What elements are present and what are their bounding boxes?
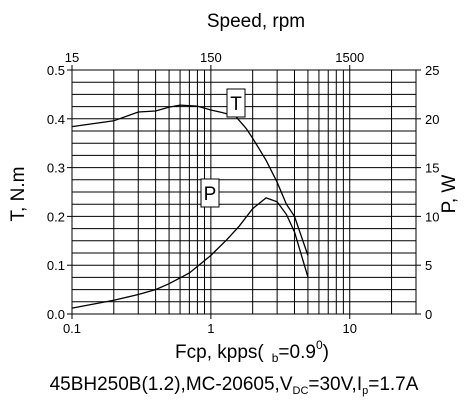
chart-caption: 45BH250B(1.2),MC-20605,VDC=30V,Ip=1.7A	[50, 374, 419, 397]
left-y-tick-label: 0.3	[47, 161, 65, 176]
plot-frame	[71, 69, 417, 315]
series-label-box-t	[226, 88, 246, 118]
left-y-tick-label: 0.4	[47, 112, 65, 127]
left-y-axis-label: T, N.m	[8, 167, 29, 222]
series-line-t	[71, 104, 309, 256]
right-y-axis-label: P, W	[439, 175, 460, 214]
x-tick-label: 10	[343, 321, 357, 336]
grid-lines	[72, 70, 416, 314]
series-labels: TP	[200, 88, 246, 208]
series-label-p: P	[204, 184, 217, 205]
left-y-tick-label: 0.0	[47, 307, 65, 322]
top-tick-label: 15	[65, 50, 79, 65]
series-lines	[71, 104, 309, 309]
left-y-tick-label: 0.2	[47, 209, 65, 224]
series-line-p	[71, 197, 309, 309]
series-label-t: T	[230, 94, 242, 115]
right-y-tick-label: 20	[425, 112, 439, 127]
right-y-tick-label: 25	[425, 63, 439, 78]
x-tick-label: 0.1	[63, 321, 81, 336]
axis-ticks	[67, 65, 421, 319]
right-y-tick-label: 5	[425, 258, 432, 273]
left-y-tick-label: 0.5	[47, 63, 65, 78]
top-tick-label: 1500	[335, 50, 364, 65]
right-y-tick-label: 10	[425, 209, 439, 224]
top-tick-label: 150	[200, 50, 222, 65]
top-axis-title: Speed, rpm	[207, 11, 305, 32]
left-y-tick-label: 0.1	[47, 258, 65, 273]
right-y-tick-label: 0	[425, 307, 432, 322]
x-axis-label: Fcp, kpps(b=0.90)	[175, 338, 329, 365]
x-tick-label: 1	[207, 321, 214, 336]
right-y-tick-label: 15	[425, 161, 439, 176]
series-label-box-p	[200, 178, 220, 208]
